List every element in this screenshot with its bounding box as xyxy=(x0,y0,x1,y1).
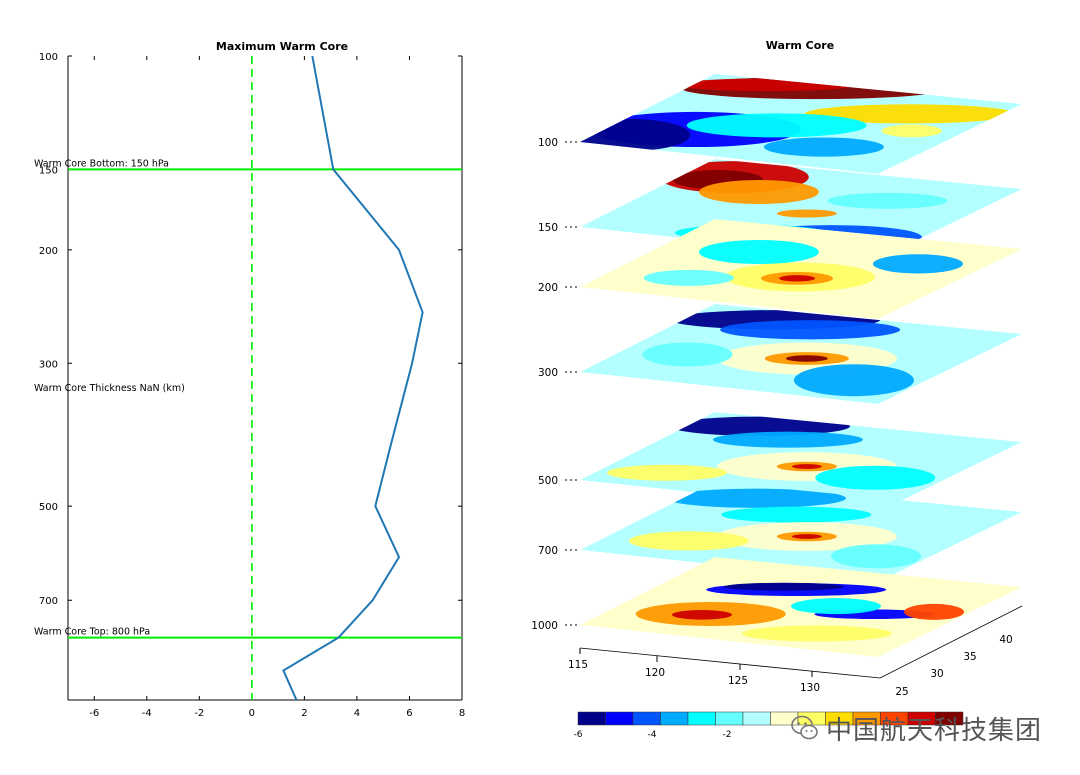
colorbar-swatch xyxy=(742,711,771,726)
lon-tick-label: 130 xyxy=(800,682,820,694)
annotation-1: Warm Core Thickness NaN (km) xyxy=(34,383,185,394)
layer-500 xyxy=(580,412,1022,512)
contour-patch xyxy=(804,104,1015,124)
contour-patch xyxy=(723,582,844,591)
colorbar-swatch xyxy=(632,711,661,726)
layer-200 xyxy=(580,219,1022,319)
colorbar-tick-label: -4 xyxy=(648,730,657,740)
contour-patch xyxy=(881,124,942,138)
watermark: 中国航天科技集团 xyxy=(790,706,1042,750)
right-chart-title: Warm Core xyxy=(766,39,834,52)
layer-label: 300 xyxy=(538,367,558,379)
lat-tick-label: 35 xyxy=(963,651,976,663)
contour-patch xyxy=(669,416,850,436)
latitude-axis xyxy=(879,605,1023,679)
contour-patch xyxy=(741,625,892,642)
lat-tick-label: 25 xyxy=(895,686,908,698)
contour-patch xyxy=(785,355,828,362)
contour-patch xyxy=(665,488,846,508)
contour-patch xyxy=(763,137,884,157)
layer-700 xyxy=(580,482,1022,582)
contour-patch xyxy=(720,320,901,340)
contour-patch xyxy=(831,544,922,569)
x-tick-label: -2 xyxy=(194,708,204,719)
y-tick-label: 150 xyxy=(39,165,58,176)
contour-patch xyxy=(712,431,863,448)
watermark-text: 中国航天科技集团 xyxy=(826,715,1043,746)
left-chart-annotations: Warm Core Bottom: 150 hPa Warm Core Thick… xyxy=(34,158,185,637)
annotation-2: Warm Core Top: 800 hPa xyxy=(34,627,150,638)
warm-core-layers: 100 150 200 300 500 700 1000 xyxy=(531,74,1022,657)
colorbar-swatch xyxy=(687,711,716,726)
colorbar-swatch xyxy=(660,711,689,726)
lon-tick-label: 125 xyxy=(728,675,748,687)
x-tick-label: -6 xyxy=(89,708,99,719)
contour-patch xyxy=(676,78,857,92)
lat-tick-label: 40 xyxy=(999,634,1012,646)
y-tick-label: 500 xyxy=(39,502,58,513)
colorbar-swatch xyxy=(605,711,634,726)
contour-patch xyxy=(904,603,965,620)
contour-patch xyxy=(698,180,819,205)
lat-tick-label: 30 xyxy=(930,668,943,680)
left-chart-title: Maximum Warm Core xyxy=(216,40,348,53)
lon-tick-label: 120 xyxy=(645,667,665,679)
colorbar: -6 -4 -2 xyxy=(574,711,964,740)
contour-patch xyxy=(791,534,822,539)
layer-label: 700 xyxy=(538,545,558,557)
contour-patch xyxy=(779,275,816,282)
contour-patch xyxy=(698,240,819,265)
contour-patch xyxy=(671,609,732,620)
left-reference-lines xyxy=(68,56,462,700)
colorbar-swatch xyxy=(715,711,744,726)
warm-core-base-axes: 115 120 125 130 25 30 35 40 xyxy=(568,605,1023,698)
wechat-icon xyxy=(791,715,818,740)
y-tick-label: 100 xyxy=(39,52,58,63)
colorbar-swatch xyxy=(935,711,964,726)
colorbar-tick-label: -2 xyxy=(723,730,732,740)
y-tick-label: 700 xyxy=(39,596,58,607)
x-tick-label: 2 xyxy=(301,708,307,719)
layer-label: 100 xyxy=(538,137,558,149)
annotation-0: Warm Core Bottom: 150 hPa xyxy=(34,158,169,169)
contour-patch xyxy=(642,342,733,367)
x-tick-label: 4 xyxy=(354,708,360,719)
contour-patch xyxy=(791,598,882,615)
contour-patch xyxy=(580,118,691,151)
contour-patch xyxy=(686,113,867,138)
contour-patch xyxy=(643,269,734,286)
contour-patch xyxy=(606,464,727,481)
y-tick-label: 300 xyxy=(39,359,58,370)
contour-patch xyxy=(791,464,822,469)
layer-label: 1000 xyxy=(531,620,558,632)
layer-label: 150 xyxy=(538,222,558,234)
longitude-axis xyxy=(579,647,881,679)
layer-label: 500 xyxy=(538,475,558,487)
contour-patch xyxy=(628,531,749,551)
left-chart-axes: -6 -4 -2 0 2 4 6 8 100 150 200 300 500 700 xyxy=(39,52,465,719)
layer-100 xyxy=(580,74,1022,174)
lon-tick-label: 115 xyxy=(568,659,588,671)
contour-patch xyxy=(827,192,948,209)
layer-300 xyxy=(580,304,1022,404)
x-tick-label: 6 xyxy=(406,708,412,719)
warm-core-profile-line xyxy=(282,55,424,701)
x-tick-label: 0 xyxy=(249,708,255,719)
colorbar-tick-label: -6 xyxy=(574,730,583,740)
layer-1000 xyxy=(580,557,1022,657)
contour-patch xyxy=(776,209,837,218)
x-tick-label: -4 xyxy=(142,708,152,719)
x-tick-label: 8 xyxy=(459,708,465,719)
layer-label: 200 xyxy=(538,282,558,294)
contour-patch xyxy=(815,465,936,490)
y-tick-label: 200 xyxy=(39,246,58,257)
contour-patch xyxy=(721,506,872,523)
left-chart-series xyxy=(282,55,424,701)
colorbar-swatch xyxy=(577,711,606,726)
contour-patch xyxy=(793,364,914,397)
contour-patch xyxy=(872,254,963,274)
